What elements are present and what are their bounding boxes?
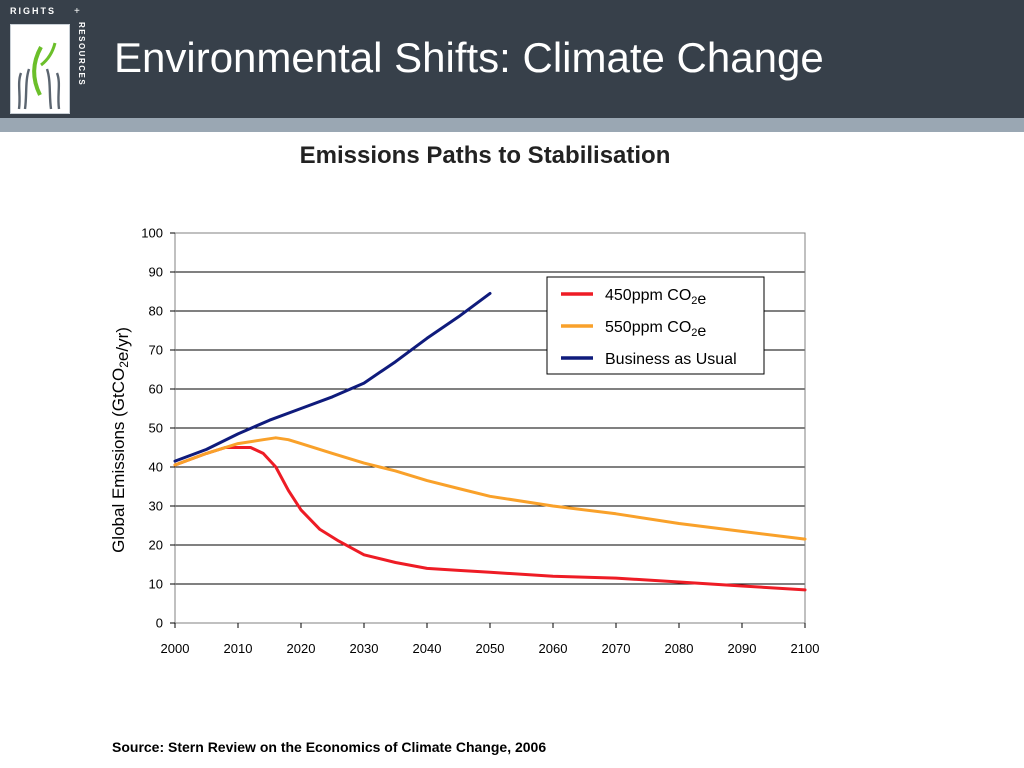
y-tick-label-2: 20: [149, 538, 163, 553]
chart-title: Emissions Paths to Stabilisation: [299, 142, 671, 169]
legend-label-0: 450ppm CO2e: [605, 287, 706, 308]
x-tick-label-0: 2000: [161, 641, 190, 656]
y-tick-label-5: 50: [149, 421, 163, 436]
legend-label-1: 550ppm CO2e: [605, 319, 706, 340]
x-tick-label-3: 2030: [350, 641, 379, 656]
y-tick-label-6: 60: [149, 382, 163, 397]
logo-side-text: RESOURCES: [77, 22, 86, 87]
logo-box: [10, 24, 70, 114]
x-tick-label-4: 2040: [413, 641, 442, 656]
series-line-0: [173, 446, 807, 592]
slide-title: Environmental Shifts: Climate Change: [114, 34, 824, 81]
y-axis-label: Global Emissions (GtCO2e/yr): [109, 327, 132, 553]
x-tick-label-8: 2080: [665, 641, 694, 656]
header-stripe: [0, 118, 1024, 132]
rights-resources-logo: RIGHTS + RESOURCES: [8, 6, 86, 114]
source-note: Source: Stern Review on the Economics of…: [112, 739, 547, 755]
x-tick-label-9: 2090: [728, 641, 757, 656]
y-tick-label-10: 100: [141, 226, 163, 241]
logo-top-text: RIGHTS: [10, 6, 57, 16]
y-tick-label-1: 10: [149, 577, 163, 592]
y-tick-label-0: 0: [156, 616, 163, 631]
slide-header: [0, 0, 1024, 118]
x-tick-label-5: 2050: [476, 641, 505, 656]
y-tick-label-7: 70: [149, 343, 163, 358]
x-tick-label-1: 2010: [224, 641, 253, 656]
x-tick-label-2: 2020: [287, 641, 316, 656]
y-tick-label-8: 80: [149, 304, 163, 319]
y-tick-label-9: 90: [149, 265, 163, 280]
legend-label-2: Business as Usual: [605, 351, 737, 368]
logo-plus: +: [74, 6, 80, 17]
series-line-1: [173, 436, 807, 541]
hands-plant-icon: [17, 42, 61, 110]
x-tick-label-10: 2100: [791, 641, 820, 656]
x-tick-label-6: 2060: [539, 641, 568, 656]
x-tick-label-7: 2070: [602, 641, 631, 656]
y-tick-label-4: 40: [149, 460, 163, 475]
y-tick-label-3: 30: [149, 499, 163, 514]
series-line-2: [173, 291, 492, 463]
